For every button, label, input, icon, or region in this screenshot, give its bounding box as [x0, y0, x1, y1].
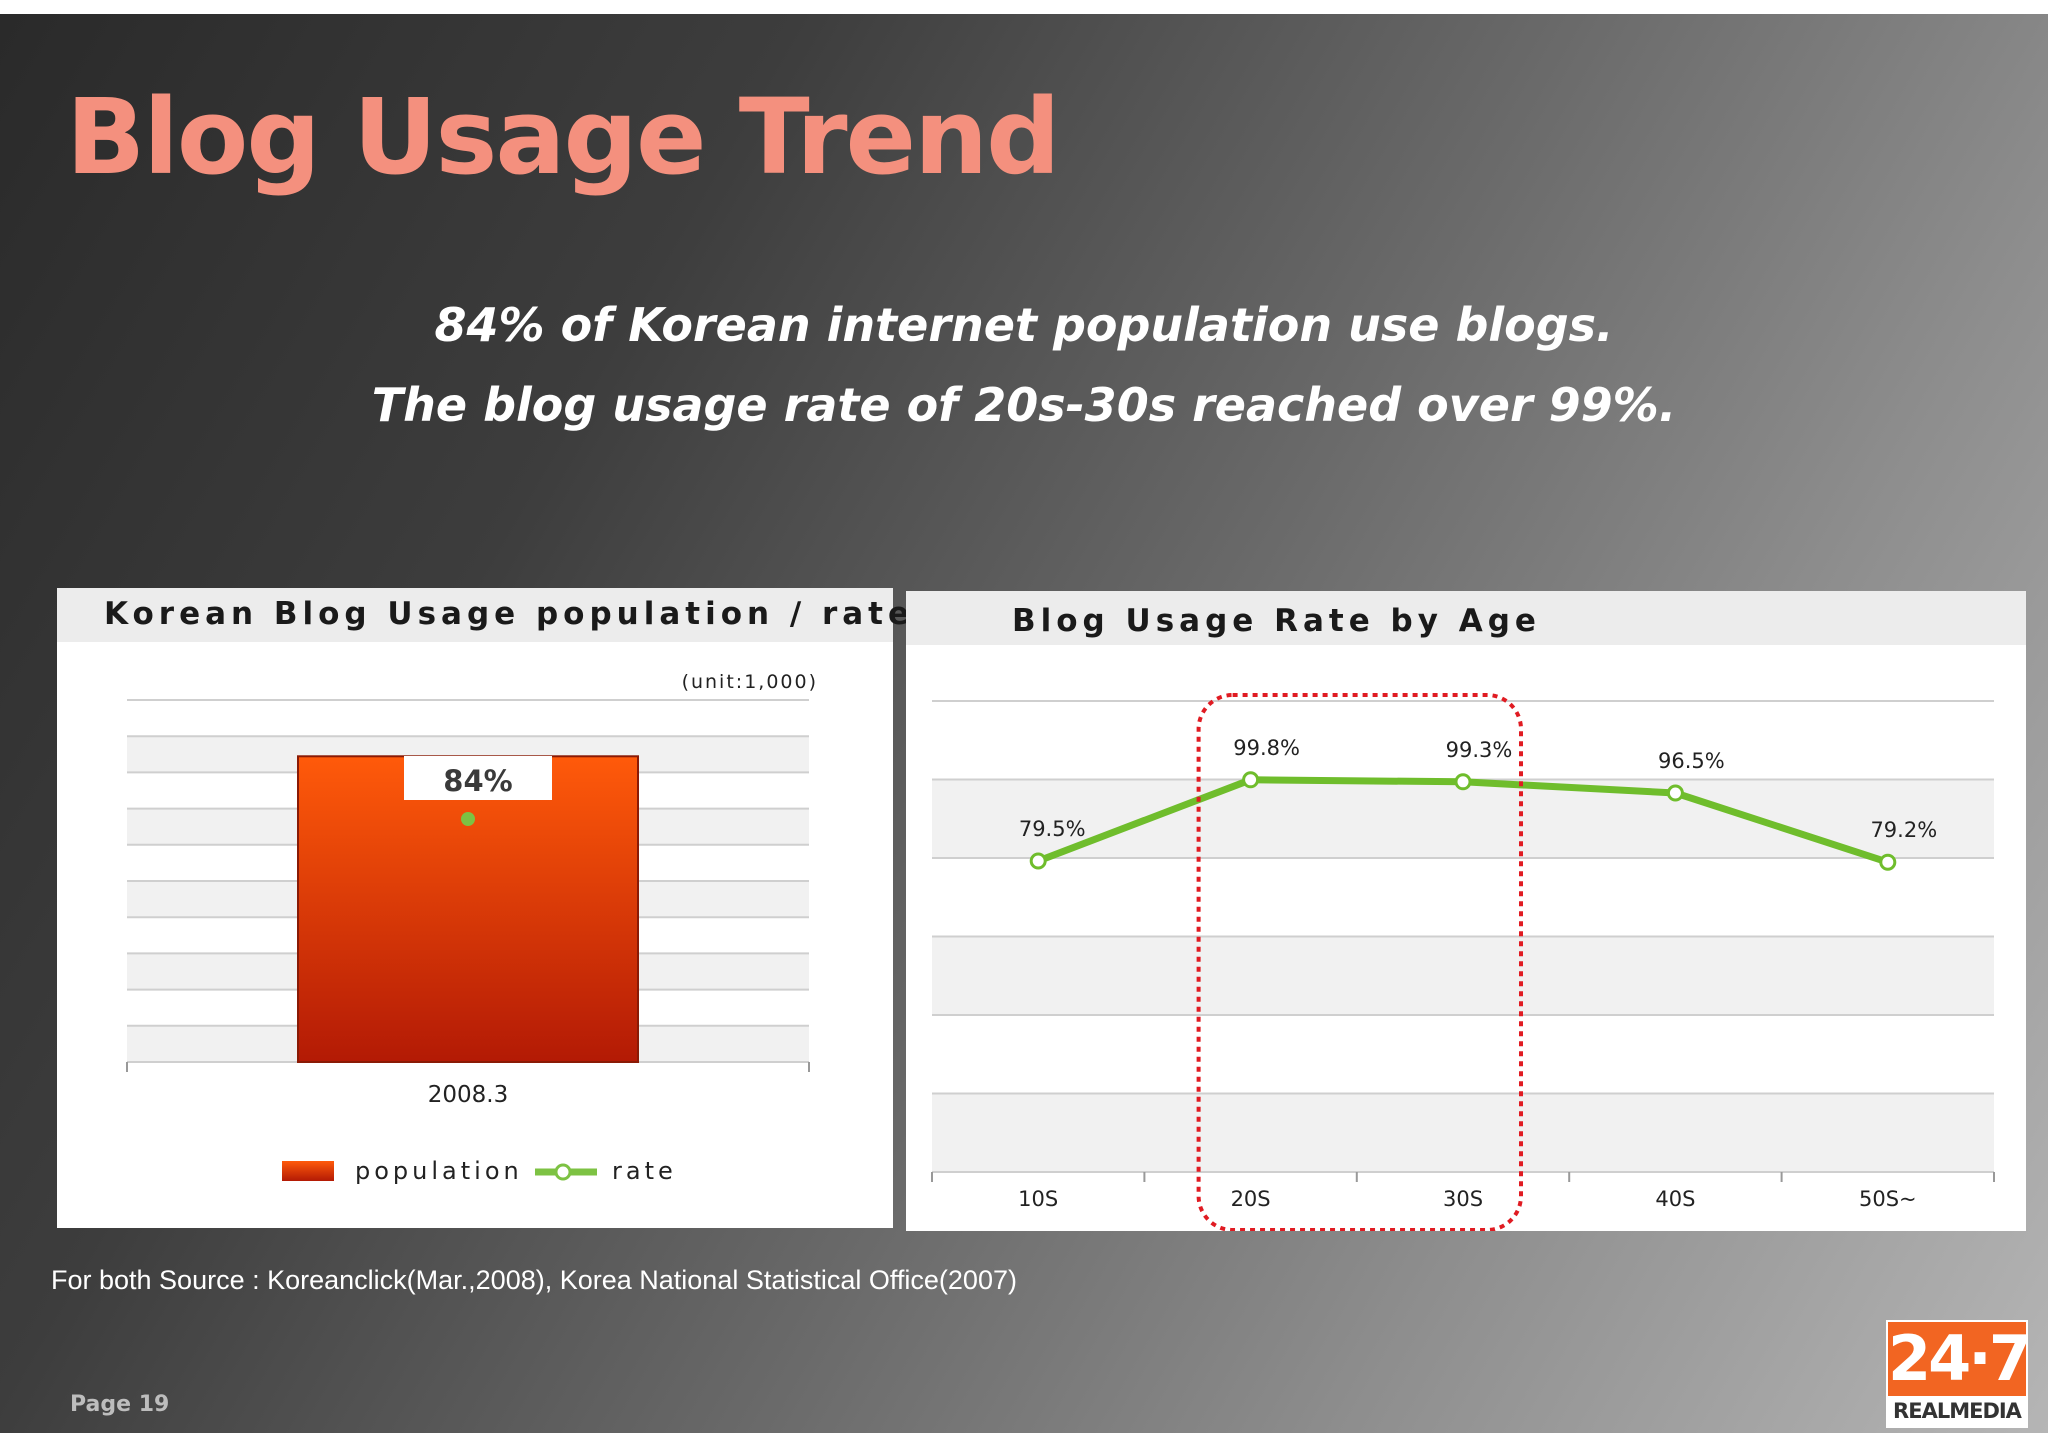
rate-value-label: 99.3% — [1446, 738, 1513, 762]
slide-title: Blog Usage Trend — [66, 76, 1061, 198]
rate-point — [461, 812, 475, 826]
logo-text: REALMEDIA — [1888, 1396, 2026, 1426]
legend-rate-marker — [554, 1163, 572, 1181]
age-chart-panel: Blog Usage Rate by Age 79.5% 10S 99.8% 20S 9… — [906, 591, 2026, 1231]
x-tick-label: 2008.3 — [428, 1082, 508, 1108]
rate-point — [1666, 784, 1684, 802]
x-tick-label: 40S — [1655, 1187, 1695, 1211]
subtitle-line-1: 84% of Korean internet population use bl… — [434, 298, 1614, 352]
source-note: For both Source : Koreanclick(Mar.,2008)… — [51, 1265, 1017, 1295]
age-chart-header: Blog Usage Rate by Age — [906, 591, 2026, 645]
rate-point — [1879, 853, 1897, 871]
grid-band — [932, 1093, 1994, 1172]
rate-value-label: 96.5% — [1658, 749, 1725, 773]
rate-value-label: 79.2% — [1870, 818, 1937, 842]
highlight-box — [1196, 693, 1523, 1231]
population-chart-header: Korean Blog Usage population / rate — [57, 588, 909, 642]
subtitle-line-2: The blog usage rate of 20s-30s reached o… — [371, 378, 1677, 432]
population-chart-panel: Korean Blog Usage population / rate (uni… — [57, 588, 909, 1228]
legend-population-label: population — [355, 1157, 523, 1185]
rate-point — [1029, 852, 1047, 870]
unit-note: (unit:1,000) — [682, 671, 818, 693]
legend-rate-label: rate — [612, 1157, 677, 1185]
rate-point — [1454, 773, 1472, 791]
rate-value-label: 99.8% — [1233, 736, 1300, 760]
page-number: Page 19 — [70, 1392, 170, 1417]
x-tick-label: 30S — [1443, 1187, 1483, 1211]
rate-value-label: 79.5% — [1019, 817, 1086, 841]
population-chart-title: Korean Blog Usage population / rate — [104, 596, 915, 632]
slide: Blog Usage Trend 84% of Korean internet … — [0, 14, 2048, 1433]
legend-population-swatch — [282, 1161, 334, 1181]
age-chart-title: Blog Usage Rate by Age — [1012, 603, 1541, 639]
x-tick-label: 50S~ — [1859, 1187, 1917, 1211]
grid-band — [932, 936, 1994, 1015]
population-bar — [297, 755, 639, 1064]
age-chart-svg: 79.5% 10S 99.8% 20S 99.3% 30S 96.5% 40S 79.2% 50S… — [931, 693, 1995, 1231]
rate-point — [1242, 771, 1260, 789]
logo-number: 24·7 — [1888, 1322, 2032, 1395]
x-tick-label: 10S — [1018, 1187, 1058, 1211]
x-tick-label: 20S — [1231, 1187, 1271, 1211]
rate-label-box — [404, 756, 552, 800]
grid-band — [932, 779, 1994, 858]
rate-value-label: 84% — [443, 764, 512, 798]
population-chart-svg: (unit:1,000)30,40284%2008.3populationrat… — [126, 671, 818, 1185]
realmedia-logo: 24·7 REALMEDIA — [1886, 1320, 2032, 1428]
